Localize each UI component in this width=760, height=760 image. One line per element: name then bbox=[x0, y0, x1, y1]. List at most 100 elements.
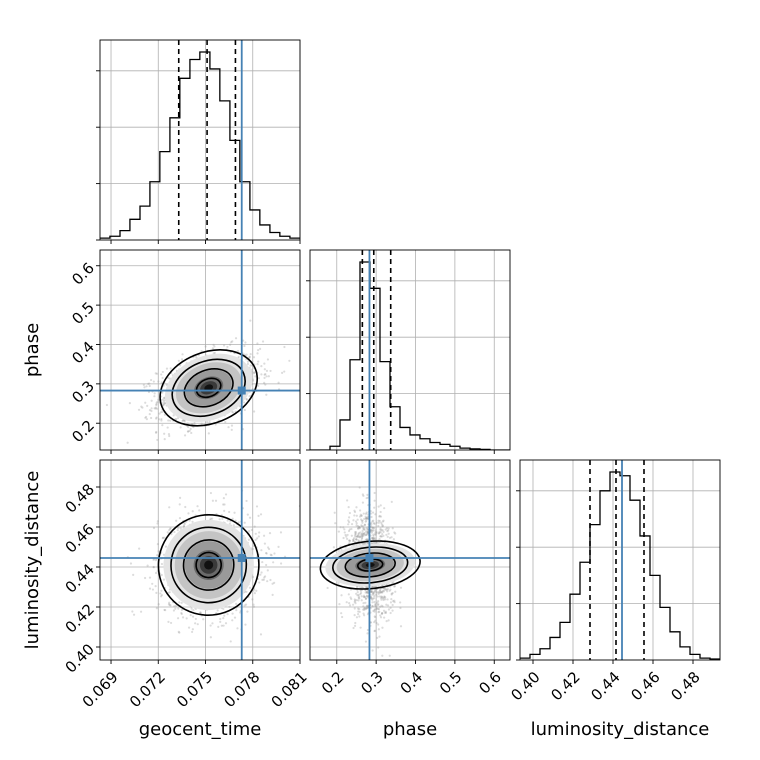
sample-point bbox=[359, 589, 362, 592]
sample-point bbox=[355, 522, 358, 525]
x-tick-label: 0.078 bbox=[220, 668, 263, 711]
sample-point bbox=[269, 369, 272, 373]
sample-point bbox=[360, 536, 364, 539]
sample-point bbox=[167, 603, 171, 606]
sample-point bbox=[228, 510, 231, 514]
sample-point bbox=[326, 586, 329, 590]
sample-point bbox=[177, 527, 180, 530]
density-panel-geocent_time-phase bbox=[99, 249, 301, 451]
sample-point bbox=[372, 534, 375, 538]
sample-point bbox=[365, 605, 368, 608]
sample-point bbox=[356, 525, 360, 528]
sample-point bbox=[229, 343, 232, 346]
hist-panel-geocent_time bbox=[96, 39, 301, 241]
sample-point bbox=[155, 403, 158, 407]
sample-point bbox=[357, 539, 360, 542]
sample-point bbox=[259, 347, 262, 350]
sample-point bbox=[380, 595, 384, 599]
sample-point bbox=[366, 628, 369, 632]
sample-point bbox=[364, 520, 367, 523]
sample-point bbox=[166, 426, 169, 429]
sample-point bbox=[245, 353, 248, 356]
sample-point bbox=[163, 536, 166, 539]
sample-point bbox=[350, 523, 354, 526]
sample-point bbox=[271, 593, 274, 597]
sample-point bbox=[163, 396, 166, 400]
density-contour bbox=[319, 540, 421, 590]
sample-point bbox=[161, 403, 165, 406]
sample-point bbox=[375, 605, 378, 608]
sample-point bbox=[378, 589, 382, 592]
sample-point bbox=[362, 512, 365, 515]
sample-point bbox=[222, 344, 226, 347]
sample-point bbox=[250, 528, 253, 532]
sample-point bbox=[279, 562, 283, 565]
sample-point bbox=[380, 535, 383, 538]
sample-point bbox=[168, 603, 171, 607]
sample-point bbox=[212, 352, 215, 355]
sample-point bbox=[362, 612, 365, 615]
sample-point bbox=[187, 425, 190, 429]
sample-point bbox=[379, 527, 382, 530]
sample-point bbox=[157, 550, 160, 553]
sample-point bbox=[382, 590, 385, 593]
sample-point bbox=[173, 605, 176, 608]
sample-point bbox=[386, 587, 390, 591]
sample-point bbox=[223, 503, 226, 506]
sample-point bbox=[219, 620, 222, 623]
sample-point bbox=[371, 601, 374, 604]
sample-point bbox=[348, 539, 352, 542]
sample-point bbox=[265, 369, 269, 372]
sample-point bbox=[254, 538, 257, 541]
sample-point bbox=[343, 528, 346, 531]
sample-point bbox=[373, 522, 376, 526]
sample-point bbox=[249, 364, 252, 367]
sample-point bbox=[222, 617, 225, 620]
sample-point bbox=[162, 401, 165, 404]
sample-point bbox=[243, 604, 246, 607]
sample-point bbox=[355, 506, 358, 509]
sample-point bbox=[243, 521, 246, 524]
sample-point bbox=[273, 581, 276, 584]
sample-point bbox=[382, 597, 385, 600]
sample-point bbox=[207, 432, 210, 435]
sample-point bbox=[383, 587, 386, 590]
sample-point bbox=[371, 598, 374, 601]
sample-point bbox=[173, 530, 176, 534]
sample-point bbox=[263, 368, 266, 371]
sample-point bbox=[161, 424, 164, 427]
sample-point bbox=[370, 515, 373, 519]
sample-point bbox=[356, 534, 359, 538]
sample-point bbox=[362, 608, 365, 611]
sample-point bbox=[371, 526, 374, 529]
sample-point bbox=[270, 554, 273, 557]
sample-point bbox=[175, 519, 178, 522]
sample-point bbox=[140, 405, 143, 408]
sample-point bbox=[370, 590, 373, 593]
sample-point bbox=[389, 611, 392, 615]
sample-point bbox=[343, 531, 346, 534]
sample-point bbox=[366, 591, 369, 595]
sample-point bbox=[161, 376, 164, 380]
sample-point bbox=[156, 520, 159, 523]
x-tick-label: 0.48 bbox=[667, 668, 703, 704]
sample-point bbox=[381, 520, 384, 523]
sample-point bbox=[210, 517, 214, 520]
sample-point bbox=[369, 589, 373, 593]
sample-point bbox=[360, 537, 364, 540]
sample-point bbox=[252, 544, 255, 548]
sample-point bbox=[266, 358, 270, 361]
sample-point bbox=[177, 607, 180, 610]
sample-point bbox=[190, 630, 194, 634]
sample-point bbox=[365, 538, 368, 541]
sample-point bbox=[357, 532, 361, 535]
sample-point bbox=[188, 519, 191, 522]
sample-point bbox=[380, 612, 384, 615]
sample-point bbox=[360, 595, 363, 598]
sample-point bbox=[230, 341, 233, 344]
sample-point bbox=[385, 583, 389, 586]
histogram-step bbox=[100, 51, 300, 239]
sample-point bbox=[380, 529, 383, 532]
sample-point bbox=[148, 384, 151, 388]
sample-point bbox=[263, 373, 266, 376]
